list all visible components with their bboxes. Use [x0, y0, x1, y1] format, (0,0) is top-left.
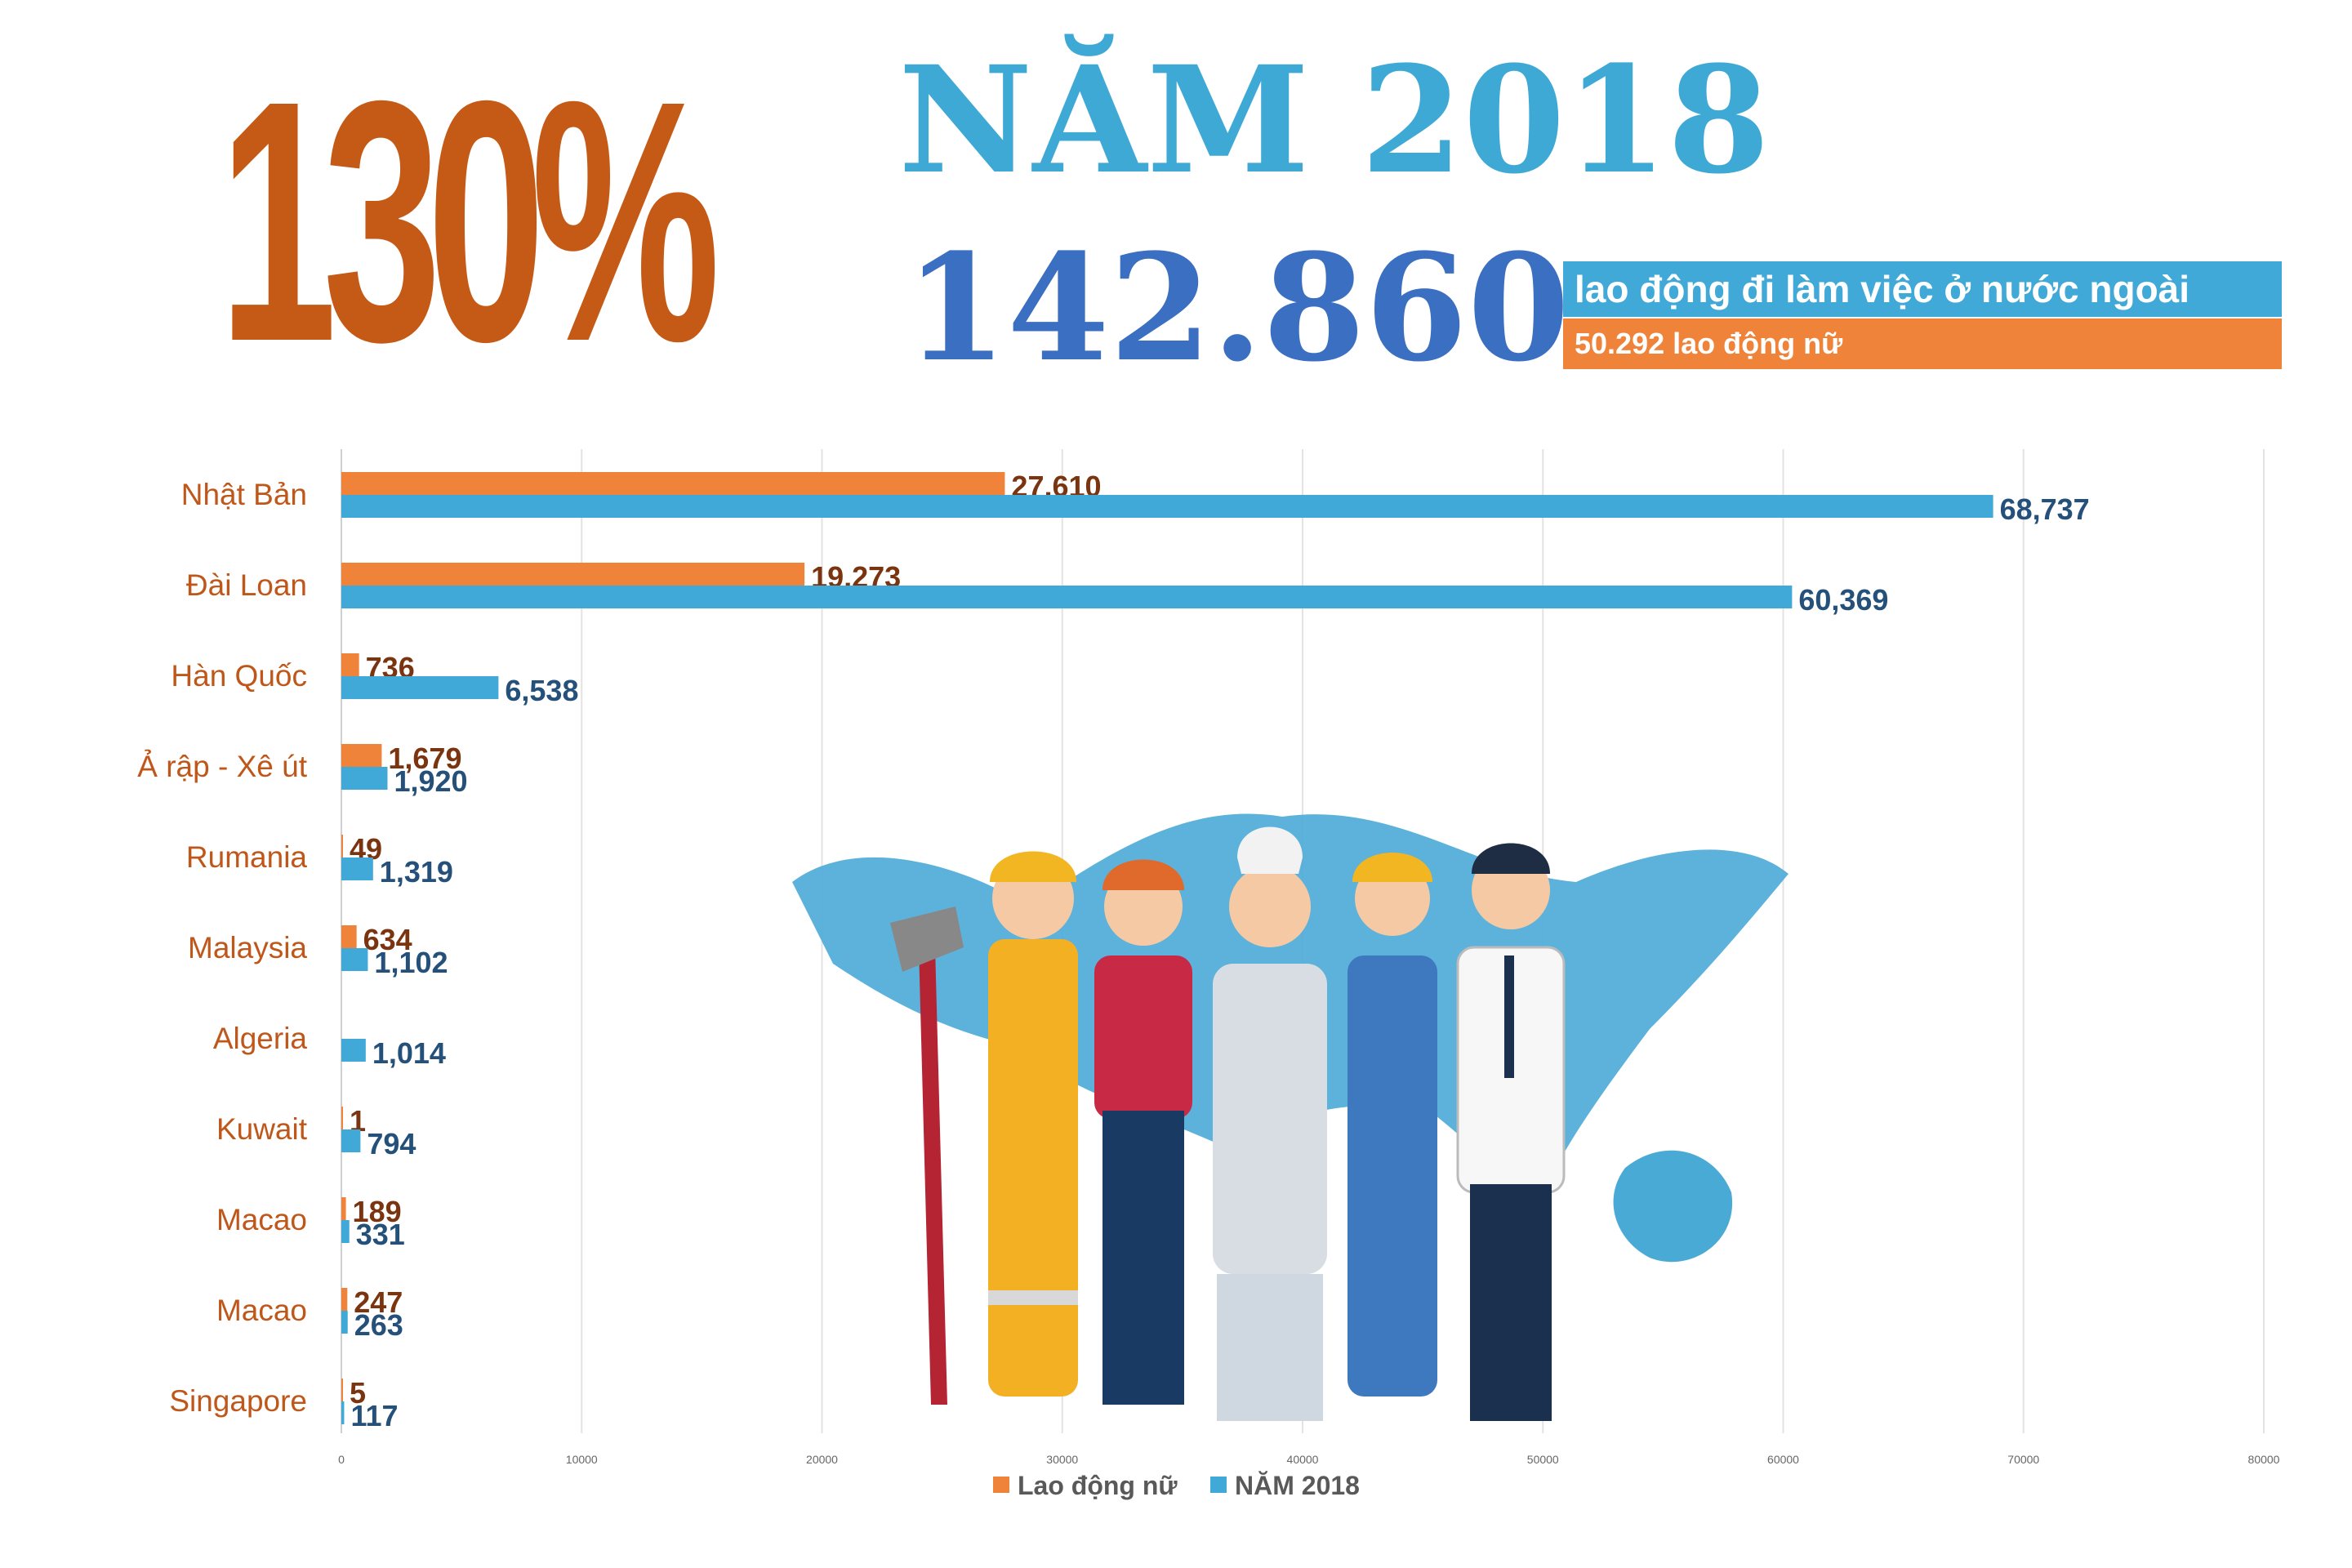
- data-label-2018: 263: [354, 1308, 403, 1342]
- data-label-2018: 60,369: [1798, 583, 1888, 617]
- category-label: Singapore: [169, 1384, 307, 1418]
- bar-2018: [341, 948, 368, 971]
- bar-2018: [341, 586, 1793, 608]
- year-title: NĂM 2018: [898, 34, 1771, 207]
- x-tick-label: 30000: [1046, 1453, 1078, 1466]
- x-tick-label: 0: [338, 1453, 345, 1466]
- data-label-2018: 1,319: [380, 855, 453, 889]
- data-label-female: 5: [350, 1376, 366, 1410]
- x-tick-label: 60000: [1767, 1453, 1799, 1466]
- data-label-2018: 6,538: [505, 674, 578, 707]
- bar-2018: [341, 1401, 345, 1424]
- data-label-2018: 117: [350, 1399, 398, 1432]
- bar-female: [341, 563, 805, 586]
- legend-label-2018: NĂM 2018: [1235, 1471, 1360, 1500]
- x-tick-label: 80000: [2248, 1453, 2280, 1466]
- data-label-2018: 68,737: [2000, 492, 2090, 526]
- category-label: Hàn Quốc: [171, 659, 307, 693]
- bar-2018: [341, 858, 373, 880]
- legend-swatch-2018: [1210, 1477, 1227, 1493]
- bar-2018: [341, 1311, 348, 1334]
- category-label: Macao: [216, 1294, 307, 1327]
- bar-2018: [341, 767, 388, 790]
- growth-percent: 130%: [219, 30, 720, 413]
- data-label-2018: 794: [367, 1127, 416, 1160]
- bar-2018: [341, 1039, 366, 1062]
- category-label: Algeria: [213, 1022, 308, 1055]
- data-label-2018: 331: [356, 1218, 405, 1251]
- data-label-female: 247: [354, 1285, 403, 1319]
- bar-female: [341, 1379, 343, 1401]
- category-label: Rumania: [186, 840, 307, 874]
- bar-2018: [341, 1220, 350, 1243]
- bar-female: [341, 925, 357, 948]
- legend-label-female: Lao động nữ: [1018, 1471, 1178, 1500]
- data-label-2018: 1,920: [394, 764, 467, 798]
- bar-2018: [341, 676, 499, 699]
- bar-female: [341, 1107, 343, 1129]
- data-label-female: 1,679: [388, 742, 461, 775]
- x-tick-label: 10000: [566, 1453, 598, 1466]
- category-label: Macao: [216, 1203, 307, 1236]
- data-label-female: 189: [353, 1195, 402, 1228]
- total-caption: lao động đi làm việc ở nước ngoài: [1563, 261, 2282, 317]
- total-workers-number: 142.860: [905, 222, 1570, 394]
- bar-female: [341, 472, 1005, 495]
- female-caption: 50.292 lao động nữ: [1563, 318, 2282, 369]
- category-label: Đài Loan: [186, 568, 307, 602]
- bar-female: [341, 744, 382, 767]
- x-tick-label: 70000: [2007, 1453, 2039, 1466]
- data-label-female: 634: [363, 923, 412, 956]
- data-label-female: 1: [350, 1104, 366, 1138]
- bar-female: [341, 835, 343, 858]
- bar-2018: [341, 495, 1993, 518]
- category-label: Nhật Bản: [181, 478, 307, 511]
- category-label: Malaysia: [188, 931, 307, 964]
- x-tick-label: 20000: [806, 1453, 838, 1466]
- legend-swatch-female: [993, 1477, 1009, 1493]
- workers-world-map-illustration: [792, 813, 1788, 1421]
- data-label-2018: 1,102: [374, 946, 448, 979]
- category-label: Ả rập - Xê út: [137, 750, 307, 783]
- category-label: Kuwait: [216, 1112, 308, 1146]
- bar-female: [341, 653, 359, 676]
- data-label-2018: 1,014: [372, 1036, 446, 1070]
- bar-female: [341, 1288, 348, 1311]
- bar-2018: [341, 1129, 361, 1152]
- x-tick-label: 40000: [1287, 1453, 1319, 1466]
- bar-female: [341, 1197, 346, 1220]
- x-tick-label: 50000: [1527, 1453, 1559, 1466]
